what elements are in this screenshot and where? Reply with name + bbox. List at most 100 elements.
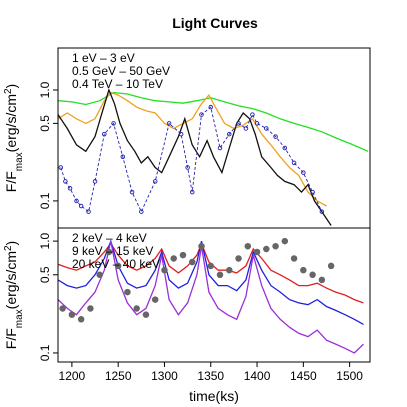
data-point	[87, 305, 94, 312]
y-axis-title-part: )	[3, 84, 19, 89]
plot-frame	[57, 227, 371, 363]
x-tick-label: 1300	[151, 369, 178, 383]
data-point	[105, 248, 113, 256]
data-point	[139, 209, 144, 214]
data-point	[67, 186, 73, 191]
data-point	[120, 154, 126, 160]
data-point	[86, 209, 91, 214]
y-tick-label: 0.5	[38, 266, 52, 283]
data-point	[129, 189, 135, 195]
y-axis-title-part: F/F	[3, 328, 19, 349]
data-point	[199, 112, 204, 117]
legend-entry: 9 keV – 15 keV	[72, 244, 153, 258]
data-point	[59, 305, 66, 312]
data-point	[63, 179, 68, 184]
data-point	[282, 145, 288, 151]
data-point	[250, 112, 255, 117]
legend-entry: 1 eV – 3 eV	[72, 51, 135, 65]
data-point	[290, 255, 298, 262]
legend-entry: 0.5 GeV – 50 GeV	[72, 64, 170, 78]
data-point	[68, 311, 76, 318]
data-point	[226, 266, 233, 274]
data-point	[185, 165, 190, 170]
x-tick-label: 1250	[105, 369, 132, 383]
y-tick-label: 0.1	[38, 192, 52, 209]
data-point	[227, 131, 232, 137]
data-point	[142, 311, 150, 318]
legend-entry: 0.4 TeV – 10 TeV	[72, 77, 163, 91]
y-tick-label: 1.0	[38, 232, 52, 249]
data-point	[291, 160, 297, 166]
y-axis-title-part: 2	[3, 88, 14, 94]
data-point	[208, 104, 214, 110]
data-point	[273, 134, 278, 139]
data-point	[111, 121, 116, 126]
data-point	[310, 189, 315, 195]
plot-area	[58, 88, 369, 226]
y-axis-title-part: 2	[3, 245, 14, 251]
y-axis-title-part: max	[14, 309, 25, 328]
data-point	[264, 126, 269, 131]
data-point	[151, 296, 159, 303]
data-point	[327, 262, 335, 270]
x-tick-label: 1500	[336, 369, 363, 383]
data-point	[309, 271, 316, 279]
data-point	[78, 203, 84, 209]
data-point	[254, 121, 260, 126]
x-tick-label: 1200	[59, 369, 86, 383]
data-point	[114, 262, 122, 270]
data-point	[189, 189, 195, 195]
data-point	[235, 255, 242, 262]
legend-entry: 2 keV – 4 keV	[72, 231, 147, 245]
data-point	[198, 242, 205, 250]
data-point	[301, 170, 306, 175]
y-axis-title: F/Fmax(erg/s/cm2)	[3, 241, 25, 349]
data-point	[92, 179, 98, 184]
y-axis-title-part: (erg/s/cm	[3, 94, 19, 152]
y-axis-title-part: max	[14, 152, 25, 171]
data-point	[179, 251, 187, 259]
data-point	[161, 266, 168, 274]
data-point	[188, 258, 196, 266]
data-point	[207, 262, 215, 270]
data-point	[216, 271, 224, 279]
plot-area	[58, 237, 364, 354]
series-line	[58, 88, 332, 226]
data-point	[318, 276, 326, 284]
y-tick-label: 1.0	[38, 81, 52, 98]
y-axis-title-part: )	[3, 241, 19, 246]
data-point	[236, 121, 241, 126]
data-point	[170, 255, 177, 262]
data-point	[124, 288, 131, 296]
data-point	[96, 271, 103, 279]
data-point	[272, 242, 279, 250]
data-point	[166, 121, 172, 126]
data-point	[178, 131, 184, 137]
x-tick-label: 1350	[197, 369, 224, 383]
data-point	[244, 242, 252, 250]
data-point	[281, 237, 289, 245]
y-axis-title-part: F/F	[3, 171, 19, 192]
data-point	[253, 248, 261, 256]
x-tick-label: 1400	[244, 369, 271, 383]
data-point	[300, 266, 307, 274]
data-point	[102, 131, 107, 137]
data-point	[152, 179, 158, 184]
data-point	[77, 316, 85, 323]
data-point	[263, 245, 270, 253]
chart-title: Light Curves	[172, 15, 258, 31]
data-point	[319, 209, 325, 214]
x-axis-title: time(ks)	[189, 388, 239, 404]
x-tick-label: 1450	[290, 369, 317, 383]
data-point	[58, 165, 64, 170]
data-point	[243, 126, 249, 131]
legend-entry: 20 keV – 40 keV	[72, 257, 160, 271]
y-axis-title-part: (erg/s/cm	[3, 251, 19, 309]
y-tick-label: 0.1	[38, 344, 52, 361]
series-line	[58, 91, 327, 207]
series-line	[58, 240, 364, 354]
data-point	[74, 198, 79, 204]
data-point	[133, 305, 140, 312]
y-axis-title: F/Fmax(erg/s/cm2)	[3, 84, 25, 192]
